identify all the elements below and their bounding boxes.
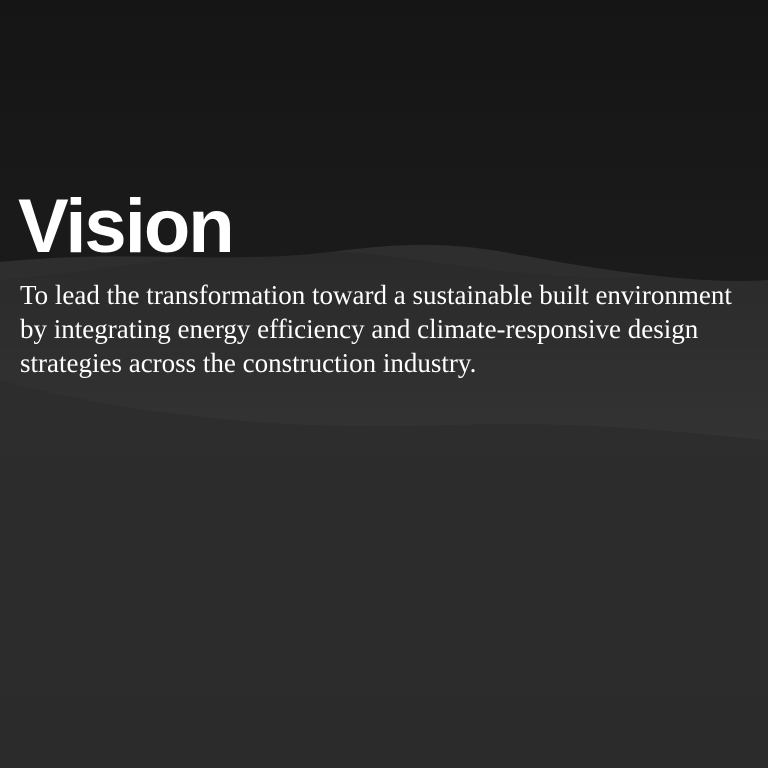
section-title: Vision	[18, 184, 235, 269]
vision-statement: To lead the transformation toward a sust…	[20, 280, 732, 378]
